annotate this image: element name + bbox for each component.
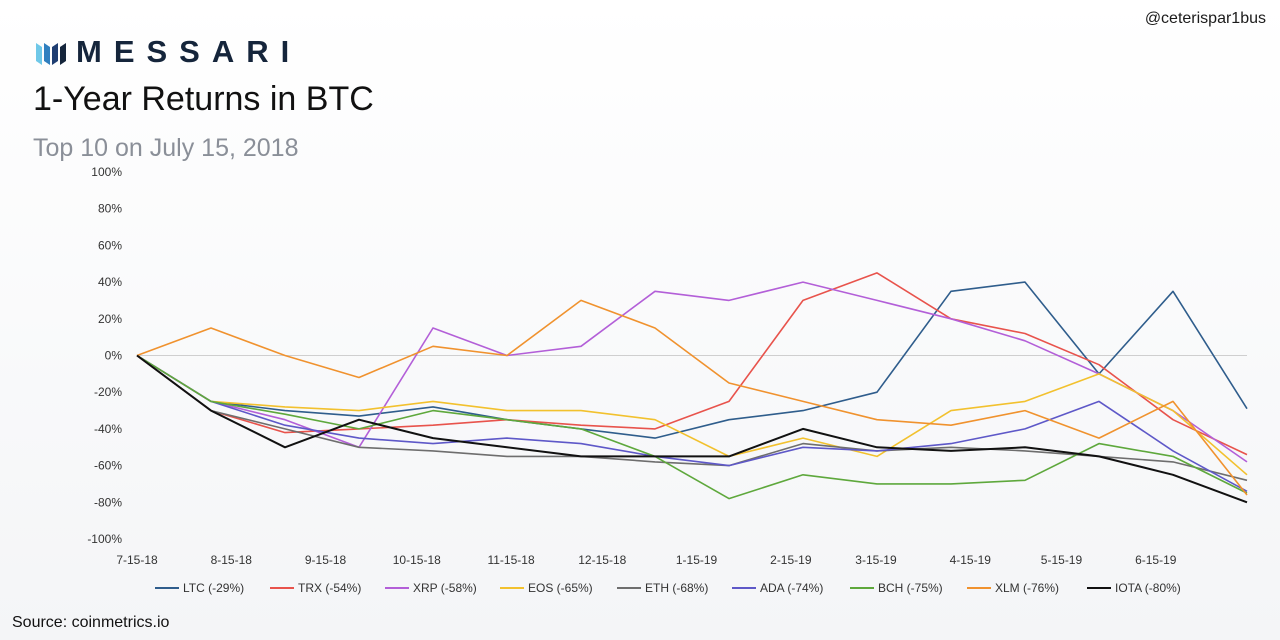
series-line [136, 354, 1248, 476]
x-tick-label: 12-15-18 [578, 553, 626, 567]
x-tick-label: 2-15-19 [770, 553, 812, 567]
messari-logo: MESSARI [36, 34, 301, 70]
y-tick-label: 60% [98, 238, 122, 252]
series-line [136, 281, 1248, 463]
legend-label: XLM (-76%) [995, 581, 1059, 595]
y-tick-label: 80% [98, 202, 122, 216]
series-line [136, 281, 1248, 439]
x-tick-label: 7-15-18 [116, 553, 158, 567]
y-tick-label: -80% [94, 495, 122, 509]
chart-title: 1-Year Returns in BTC [33, 80, 374, 118]
source-note: Source: coinmetrics.io [12, 614, 170, 631]
legend-label: IOTA (-80%) [1115, 581, 1181, 595]
messari-logo-icon [36, 43, 66, 65]
legend-label: ADA (-74%) [760, 581, 823, 595]
legend-label: LTC (-29%) [183, 581, 244, 595]
legend-label: ETH (-68%) [645, 581, 708, 595]
x-tick-label: 6-15-19 [1135, 553, 1177, 567]
series-line [136, 272, 1248, 456]
y-tick-label: 0% [105, 349, 123, 363]
x-tick-label: 5-15-19 [1041, 553, 1083, 567]
legend-label: TRX (-54%) [298, 581, 361, 595]
legend-label: EOS (-65%) [528, 581, 593, 595]
y-tick-label: 40% [98, 275, 122, 289]
y-tick-label: -60% [94, 459, 122, 473]
x-tick-label: 9-15-18 [305, 553, 347, 567]
x-tick-label: 8-15-18 [211, 553, 253, 567]
x-tick-label: 4-15-19 [950, 553, 992, 567]
x-tick-label: 11-15-18 [487, 553, 534, 567]
y-tick-label: 20% [98, 312, 122, 326]
x-tick-label: 10-15-18 [393, 553, 441, 567]
y-tick-label: 100% [91, 165, 122, 179]
y-tick-label: -100% [87, 532, 122, 546]
y-tick-label: -20% [94, 385, 122, 399]
x-tick-label: 3-15-19 [855, 553, 897, 567]
y-tick-label: -40% [94, 422, 122, 436]
legend-label: BCH (-75%) [878, 581, 943, 595]
twitter-handle: @ceterispar1bus [1144, 10, 1266, 27]
x-tick-label: 1-15-19 [676, 553, 718, 567]
series-line [136, 354, 1248, 504]
legend-label: XRP (-58%) [413, 581, 477, 595]
series-line [136, 354, 1248, 493]
series-line [136, 354, 1248, 500]
series-line [136, 299, 1248, 496]
chart-subtitle: Top 10 on July 15, 2018 [33, 134, 299, 162]
logo-text: MESSARI [76, 34, 302, 69]
series-line [136, 354, 1248, 482]
